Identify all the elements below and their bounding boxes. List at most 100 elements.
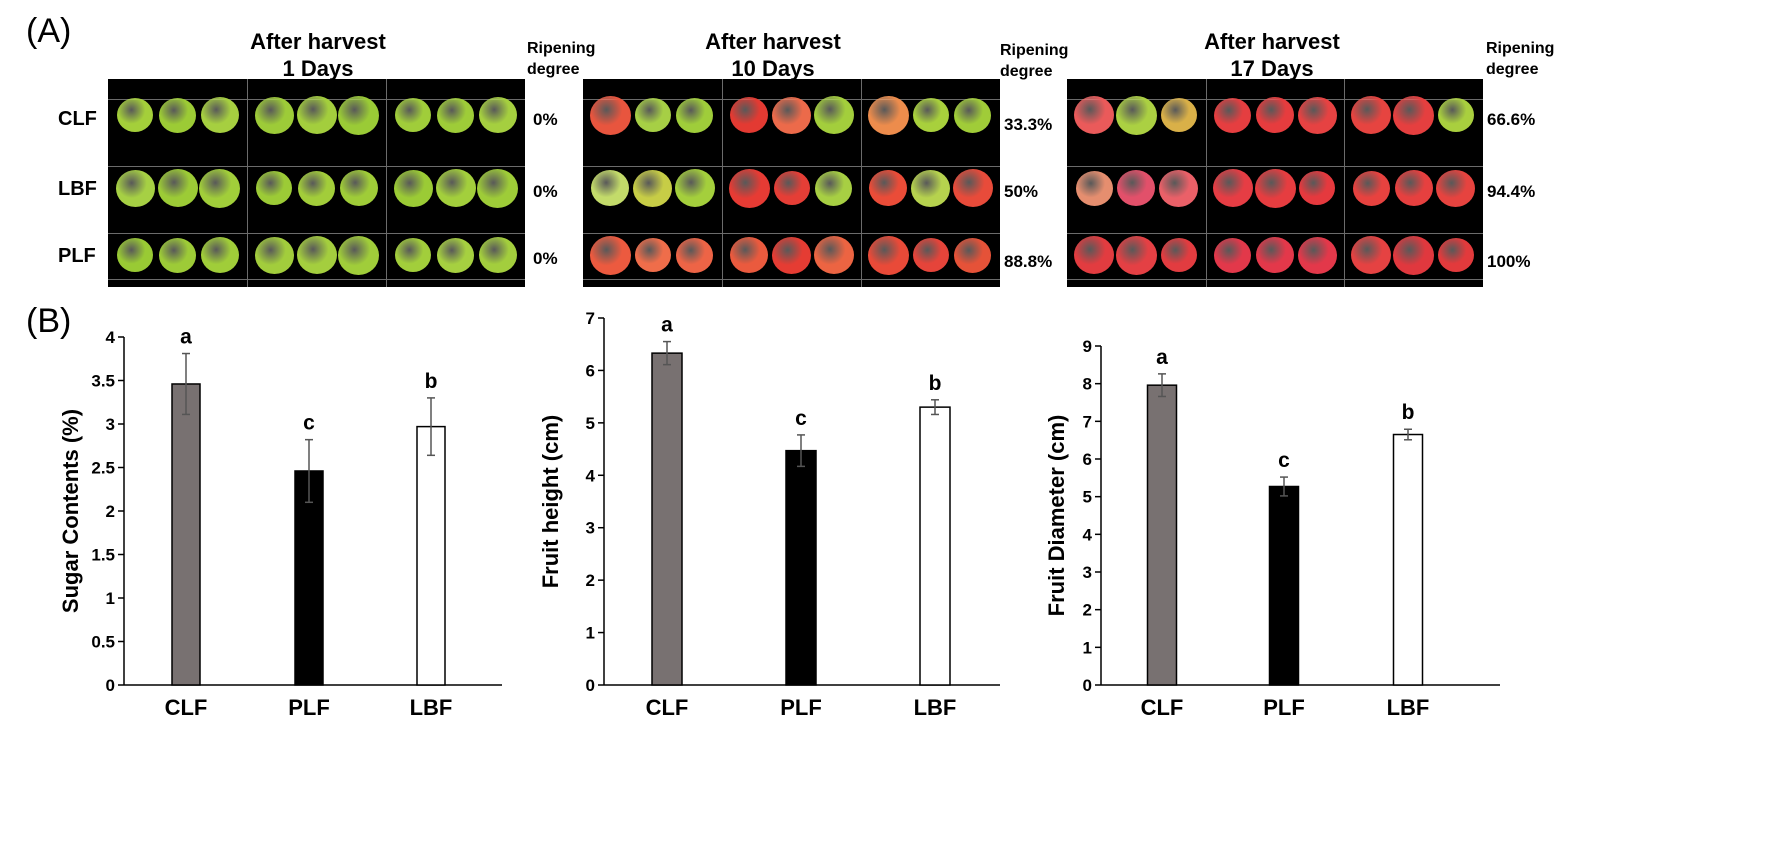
panel-label-a: (A): [26, 12, 72, 50]
fruit-lbf: [674, 169, 715, 207]
bar-lbf: [1392, 433, 1424, 686]
fruit-clf: [730, 97, 769, 133]
fruit-clf: [867, 95, 909, 135]
fruit-lbf: [591, 170, 630, 206]
group-title-line1: After harvest: [1204, 29, 1340, 54]
row-label-plf: PLF: [58, 245, 96, 267]
bar-clf: [1146, 384, 1178, 686]
fruit-plf: [634, 238, 671, 272]
fruit-plf: [912, 238, 949, 272]
fruit-clf: [912, 98, 949, 132]
fruit-photo-day10: [583, 79, 1000, 287]
x-tick-label: PLF: [288, 695, 330, 720]
fruit-clf: [1393, 95, 1435, 135]
fruit-clf: [437, 97, 474, 133]
fruit-plf: [159, 237, 196, 273]
fruit-plf: [954, 237, 992, 273]
fruit-clf: [634, 98, 671, 132]
fruit-clf: [1214, 97, 1252, 133]
fruit-lbf: [1299, 171, 1336, 205]
fruit-plf: [1115, 235, 1157, 275]
significance-label: b: [1402, 401, 1415, 424]
fruit-plf: [395, 238, 432, 272]
fruit-lbf: [393, 169, 433, 207]
y-tick-label: 0: [106, 676, 115, 695]
ripening-degree-plf: 88.8%: [1004, 252, 1053, 271]
ripening-degree-clf: 33.3%: [1004, 115, 1053, 134]
fruit-lbf: [298, 170, 335, 206]
fruit-lbf: [869, 170, 908, 206]
photo-grid-line: [1344, 79, 1345, 287]
significance-label: c: [1278, 449, 1290, 472]
fruit-lbf: [435, 169, 476, 207]
fruit-plf: [730, 237, 769, 273]
significance-label: b: [929, 372, 942, 395]
bar-lbf: [416, 425, 446, 686]
y-axis-label: Sugar Contents (%): [58, 409, 83, 613]
fruit-lbf: [115, 169, 155, 207]
photo-grid-line: [247, 79, 248, 287]
ripening-degree-header: Ripening degree: [527, 38, 595, 80]
fruit-clf: [200, 97, 239, 133]
significance-label: a: [180, 326, 192, 349]
fruit-clf: [954, 97, 992, 133]
x-tick-label: LBF: [914, 695, 957, 720]
photo-grid-line: [583, 233, 1000, 234]
ripening-header-line2: degree: [1000, 63, 1053, 80]
fruit-lbf: [633, 169, 672, 207]
x-tick-label: CLF: [1141, 695, 1184, 720]
photo-grid-line: [1067, 279, 1483, 280]
y-tick-label: 8: [1083, 375, 1092, 394]
fruit-clf: [296, 96, 337, 134]
fruit-clf: [1074, 96, 1115, 134]
fruit-plf: [478, 237, 517, 273]
ripening-degree-clf: 0%: [533, 110, 558, 129]
fruit-plf: [1074, 236, 1115, 274]
fruit-lbf: [1394, 170, 1433, 206]
fruit-clf: [254, 96, 294, 134]
fruit-clf: [1297, 96, 1337, 134]
fruit-plf: [296, 236, 337, 274]
fruit-clf: [589, 95, 631, 135]
y-axis-label: Fruit height (cm): [538, 415, 563, 589]
fruit-plf: [1160, 238, 1197, 272]
ripening-header-line2: degree: [1486, 61, 1539, 78]
y-tick-label: 0: [586, 676, 595, 695]
photo-grid-line: [722, 79, 723, 287]
significance-label: a: [661, 314, 673, 337]
y-tick-label: 6: [1083, 450, 1092, 469]
fruit-plf: [1256, 237, 1294, 273]
y-tick-label: 3: [106, 415, 115, 434]
fruit-clf: [1160, 98, 1197, 132]
photo-grid-line: [583, 279, 1000, 280]
y-tick-label: 4: [1083, 525, 1093, 544]
ripening-degree-plf: 100%: [1487, 252, 1531, 271]
ripening-degree-header: Ripening degree: [1486, 38, 1554, 80]
bar-plf: [294, 470, 324, 686]
fruit-clf: [1351, 96, 1392, 134]
bar-clf: [651, 352, 683, 686]
photo-grid-line: [108, 233, 525, 234]
photo-grid-line: [1067, 233, 1483, 234]
fruit-lbf: [199, 168, 241, 208]
fruit-clf: [1437, 98, 1474, 132]
ripening-degree-lbf: 50%: [1004, 182, 1039, 201]
significance-label: c: [795, 407, 807, 430]
group-title-day10: After harvest 10 Days: [653, 28, 893, 82]
y-tick-label: 6: [586, 361, 595, 380]
x-tick-label: PLF: [1263, 695, 1305, 720]
fruit-plf: [1297, 236, 1337, 274]
y-tick-label: 3: [1083, 563, 1092, 582]
ripening-header-line1: Ripening: [527, 40, 596, 57]
group-title-line2: 17 Days: [1230, 56, 1314, 81]
ripening-degree-header: Ripening degree: [1000, 40, 1068, 82]
ripening-header-line2: degree: [527, 61, 580, 78]
x-tick-label: CLF: [165, 695, 208, 720]
fruit-plf: [1214, 237, 1252, 273]
fruit-clf: [1256, 97, 1294, 133]
fruit-plf: [1393, 235, 1435, 275]
y-tick-label: 0: [1083, 676, 1092, 695]
fruit-clf: [772, 96, 811, 134]
